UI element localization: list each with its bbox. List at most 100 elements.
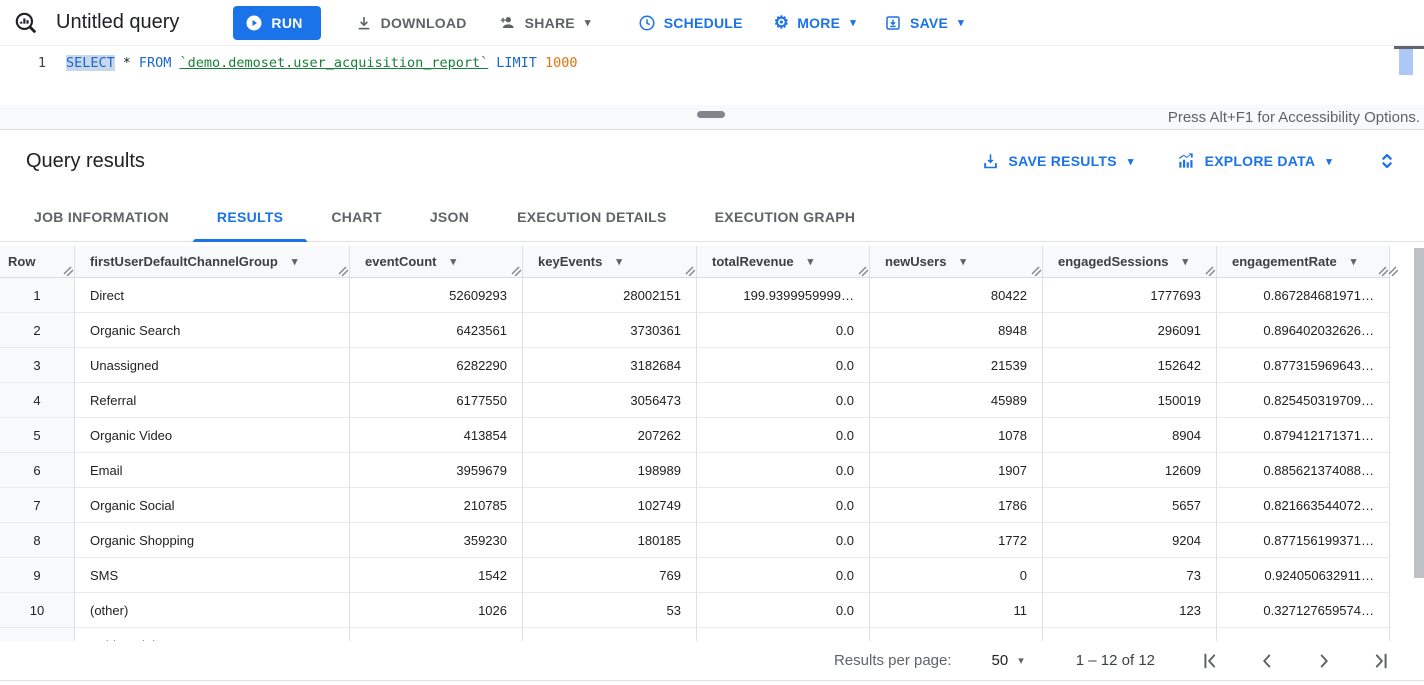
- column-resize-handle-icon[interactable]: [1205, 266, 1215, 276]
- column-menu-arrow-icon[interactable]: ▾: [960, 256, 966, 268]
- table-cell: 1786: [870, 488, 1043, 523]
- row-number-cell: 4: [0, 383, 75, 418]
- tab-chart[interactable]: CHART: [331, 208, 382, 225]
- table-cell: 73: [1043, 558, 1217, 593]
- row-number-cell: 3: [0, 348, 75, 383]
- query-title: Untitled query: [56, 11, 180, 33]
- column-menu-arrow-icon[interactable]: ▾: [291, 256, 298, 268]
- save-button[interactable]: SAVE ▾: [884, 14, 964, 32]
- row-number-cell: 10: [0, 593, 75, 628]
- table-cell: 124: [523, 628, 697, 641]
- clock-icon: [638, 14, 656, 32]
- save-results-download-icon: [981, 152, 1000, 171]
- download-button[interactable]: DOWNLOAD: [355, 14, 467, 32]
- sql-table-reference[interactable]: `demo.demoset.user_acquisition_report`: [179, 55, 489, 71]
- column-header-newusers[interactable]: newUsers ▾: [870, 246, 1043, 277]
- tab-job-information[interactable]: JOB INFORMATION: [34, 208, 169, 225]
- column-header-engagementrate[interactable]: engagementRate ▾: [1217, 246, 1398, 277]
- sql-code-line: SELECT * FROM `demo.demoset.user_acquisitio…: [66, 55, 585, 71]
- chevron-down-icon: ▾: [1326, 155, 1332, 168]
- table-cell: 0.877156199371…: [1217, 523, 1390, 558]
- results-per-page-label: Results per page:: [833, 652, 952, 669]
- table-cell: 45989: [870, 383, 1043, 418]
- last-page-button[interactable]: [1368, 648, 1394, 674]
- column-header-firstuserdefaultchannelgroup[interactable]: firstUserDefaultChannelGroup ▾: [75, 246, 350, 277]
- row-number-cell: 6: [0, 453, 75, 488]
- column-header-eventcount[interactable]: eventCount ▾: [350, 246, 523, 277]
- results-table: Row firstUserDefaultChannelGroup ▾ eventCou…: [0, 246, 1398, 641]
- table-cell: 3182684: [523, 348, 697, 383]
- table-cell: 53: [523, 593, 697, 628]
- table-cell: 8904: [1043, 418, 1217, 453]
- table-cell: 1.0: [1217, 628, 1390, 641]
- page-size-select[interactable]: 50 ▾: [991, 652, 1024, 669]
- sql-star: *: [122, 55, 131, 71]
- table-row: 7 Organic Social 210785 102749 0.0 1786 5657 0.…: [0, 488, 1390, 523]
- tab-execution-details[interactable]: EXECUTION DETAILS: [517, 208, 667, 225]
- splitter-drag-handle[interactable]: [697, 111, 725, 118]
- table-cell: 1777693: [1043, 278, 1217, 313]
- explore-data-button[interactable]: EXPLORE DATA ▾: [1176, 151, 1332, 171]
- table-cell: 8948: [870, 313, 1043, 348]
- column-menu-arrow-icon[interactable]: ▾: [616, 256, 622, 268]
- expand-collapse-results-button[interactable]: [1374, 148, 1400, 174]
- share-button[interactable]: SHARE ▾: [498, 13, 591, 32]
- table-cell: Direct: [75, 278, 350, 313]
- sql-keyword-from: FROM: [138, 55, 172, 71]
- column-menu-arrow-icon[interactable]: ▾: [807, 256, 814, 268]
- pagination-bar: Results per page: 50 ▾ 1 – 12 of 12: [0, 641, 1424, 681]
- table-cell: 0.0: [697, 453, 870, 488]
- tab-execution-graph[interactable]: EXECUTION GRAPH: [714, 208, 856, 225]
- table-cell: 0.825450319709…: [1217, 383, 1390, 418]
- next-page-button[interactable]: [1311, 648, 1337, 674]
- table-header-row: Row firstUserDefaultChannelGroup ▾ eventCou…: [0, 246, 1398, 278]
- table-resize-handle-icon[interactable]: [1388, 266, 1398, 276]
- table-cell: 6177550: [350, 383, 523, 418]
- table-cell: 0.0: [697, 558, 870, 593]
- table-cell: 0.0: [697, 593, 870, 628]
- table-cell: 152642: [1043, 348, 1217, 383]
- tab-results[interactable]: RESULTS: [192, 192, 308, 242]
- table-cell: 0.0: [697, 628, 870, 641]
- column-resize-handle-icon[interactable]: [1031, 266, 1041, 276]
- run-button[interactable]: RUN: [233, 5, 321, 40]
- table-cell: 3730361: [523, 313, 697, 348]
- table-cell: 207262: [523, 418, 697, 453]
- column-resize-handle-icon[interactable]: [63, 266, 73, 276]
- save-results-button[interactable]: SAVE RESULTS ▾: [981, 152, 1134, 171]
- spacer: [0, 242, 1424, 246]
- table-body: 1 Direct 52609293 28002151 199.9399959999… 80…: [0, 278, 1390, 641]
- column-resize-handle-icon[interactable]: [338, 266, 348, 276]
- column-menu-arrow-icon[interactable]: ▾: [450, 256, 457, 268]
- table-vertical-scrollbar[interactable]: [1414, 248, 1424, 578]
- column-header-engagedsessions[interactable]: engagedSessions ▾: [1043, 246, 1217, 277]
- table-cell: Paid Social: [75, 628, 350, 641]
- explore-chart-icon: [1176, 151, 1196, 171]
- column-header-totalrevenue[interactable]: totalRevenue ▾: [697, 246, 870, 277]
- table-cell: 123: [1043, 593, 1217, 628]
- column-header-row[interactable]: Row: [0, 246, 75, 277]
- sql-editor[interactable]: 1 SELECT * FROM `demo.demoset.user_acquisit…: [0, 46, 1424, 105]
- column-resize-handle-icon[interactable]: [858, 266, 868, 276]
- table-cell: Unassigned: [75, 348, 350, 383]
- table-cell: 0.924050632911…: [1217, 558, 1390, 593]
- column-resize-handle-icon[interactable]: [511, 266, 521, 276]
- tab-json[interactable]: JSON: [429, 208, 470, 225]
- table-cell: 11: [870, 593, 1043, 628]
- sql-limit-value: 1000: [544, 55, 578, 71]
- column-header-keyevents[interactable]: keyEvents ▾: [523, 246, 697, 277]
- table-cell: Organic Video: [75, 418, 350, 453]
- row-number-cell: 8: [0, 523, 75, 558]
- column-menu-arrow-icon[interactable]: ▾: [1182, 256, 1189, 268]
- more-button[interactable]: ⚙ MORE ▾: [773, 13, 856, 32]
- table-cell: 80422: [870, 278, 1043, 313]
- column-resize-handle-icon[interactable]: [685, 266, 695, 276]
- previous-page-button[interactable]: [1254, 648, 1280, 674]
- column-resize-handle-icon[interactable]: [1378, 266, 1388, 276]
- table-row: 5 Organic Video 413854 207262 0.0 1078 8904 0.8…: [0, 418, 1390, 453]
- chevron-right-icon: [1313, 650, 1335, 672]
- schedule-button[interactable]: SCHEDULE: [638, 14, 743, 32]
- table-row: 8 Organic Shopping 359230 180185 0.0 1772 9204…: [0, 523, 1390, 558]
- column-menu-arrow-icon[interactable]: ▾: [1350, 256, 1357, 268]
- first-page-button[interactable]: [1197, 648, 1223, 674]
